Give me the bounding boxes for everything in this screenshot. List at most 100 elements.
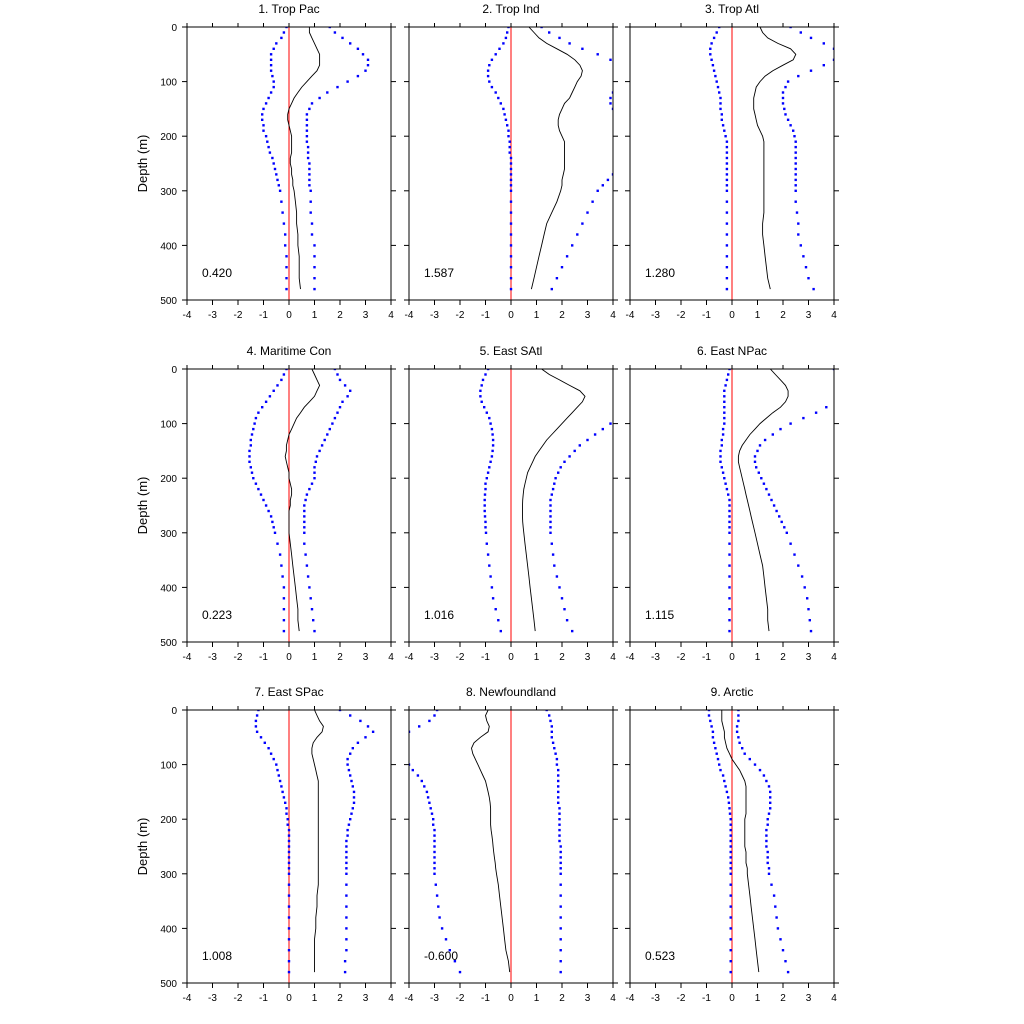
lower-bound-point: [485, 477, 488, 480]
panel-title: 4. Maritime Con: [247, 344, 332, 358]
lower-bound-point: [249, 444, 252, 447]
lower-bound-point: [435, 894, 439, 897]
upper-bound-point: [346, 834, 349, 837]
panel-title: 7. East SPac: [254, 685, 323, 699]
lower-bound-point: [254, 719, 258, 723]
x-tick-label: 0: [286, 310, 292, 321]
lower-bound-point: [428, 801, 431, 804]
upper-bound-point: [551, 487, 555, 491]
lower-bound-point: [721, 124, 725, 127]
upper-bound-point: [766, 818, 769, 821]
upper-bound-point: [557, 779, 560, 783]
upper-bound-point: [304, 498, 307, 502]
lower-bound-point: [725, 222, 729, 225]
upper-bound-point: [794, 151, 797, 154]
mean-profile-line: [471, 710, 511, 973]
lower-bound-point: [287, 905, 291, 908]
lower-bound-point: [721, 471, 725, 474]
y-tick-label: 300: [160, 870, 177, 881]
upper-bound-point: [308, 162, 311, 165]
upper-bound-point: [352, 796, 356, 799]
y-tick-label: 200: [160, 815, 177, 826]
x-tick-label: 3: [585, 652, 591, 663]
upper-bound-point: [558, 36, 561, 40]
lower-bound-point: [248, 460, 251, 463]
lower-bound-point: [285, 369, 288, 371]
upper-bound-point: [313, 255, 316, 258]
plot-area: [254, 710, 375, 974]
lower-bound-point: [725, 378, 729, 382]
x-tick-label: -2: [456, 310, 465, 321]
panel-annotation-value: 1.115: [645, 608, 674, 622]
lower-bound-point: [729, 818, 732, 821]
lower-bound-point: [725, 266, 729, 269]
lower-bound-point: [448, 949, 451, 952]
lower-bound-point: [728, 520, 731, 524]
lower-bound-point: [711, 736, 715, 739]
lower-bound-point: [707, 710, 711, 712]
lower-bound-point: [721, 427, 725, 431]
upper-bound-point: [832, 58, 834, 61]
upper-bound-point: [557, 796, 560, 799]
lower-bound-point: [502, 42, 505, 45]
lower-bound-point: [259, 736, 263, 739]
lower-bound-point: [728, 542, 731, 545]
upper-bound-point: [789, 27, 792, 29]
upper-bound-point: [797, 222, 800, 225]
upper-bound-point: [356, 47, 360, 50]
upper-bound-point: [558, 823, 561, 826]
lower-bound-point: [281, 211, 284, 214]
lower-bound-point: [509, 200, 513, 203]
mean-profile-line: [737, 369, 789, 632]
upper-bound-point: [609, 422, 612, 425]
lower-bound-point: [287, 834, 291, 837]
lower-bound-point: [458, 970, 462, 974]
upper-bound-point: [338, 710, 342, 712]
lower-bound-point: [489, 575, 492, 578]
lower-bound-point: [504, 36, 508, 40]
upper-bound-point: [753, 455, 757, 458]
lower-bound-point: [269, 58, 273, 61]
upper-bound-point: [350, 779, 353, 783]
upper-bound-point: [775, 509, 778, 513]
upper-bound-point: [762, 774, 766, 777]
lower-bound-point: [255, 714, 259, 717]
lower-bound-point: [426, 796, 430, 799]
upper-bound-point: [619, 86, 621, 88]
upper-bound-point: [328, 427, 331, 431]
upper-bound-point: [797, 564, 800, 567]
y-tick-label: 500: [160, 979, 177, 990]
upper-bound-point: [765, 845, 768, 848]
upper-bound-point: [559, 905, 562, 908]
upper-bound-point: [559, 883, 562, 886]
x-tick-label: -3: [430, 652, 439, 663]
upper-bound-point: [349, 42, 352, 45]
y-tick-label: 200: [160, 474, 177, 485]
x-tick-label: -1: [259, 652, 268, 663]
y-tick-label: 100: [160, 761, 177, 772]
lower-bound-point: [508, 145, 511, 149]
y-tick-label: 300: [160, 187, 177, 198]
upper-bound-point: [591, 200, 594, 203]
x-tick-label: 1: [755, 652, 761, 663]
upper-bound-point: [809, 36, 813, 40]
lower-bound-point: [420, 779, 423, 783]
upper-bound-point: [555, 575, 559, 578]
lower-bound-point: [479, 389, 482, 392]
lower-bound-point: [287, 839, 291, 843]
lower-bound-point: [281, 790, 284, 794]
upper-bound-point: [303, 504, 306, 507]
lower-bound-point: [509, 173, 513, 176]
x-tick-label: 3: [363, 993, 369, 1004]
lower-bound-point: [725, 189, 729, 192]
x-tick-label: -1: [702, 652, 711, 663]
lower-bound-point: [423, 785, 426, 788]
upper-bound-point: [794, 173, 797, 176]
lower-bound-point: [728, 807, 731, 810]
x-tick-label: 4: [610, 993, 616, 1004]
upper-bound-point: [789, 124, 792, 127]
upper-bound-point: [632, 384, 634, 386]
lower-bound-point: [725, 233, 729, 236]
y-tick-label: 100: [160, 420, 177, 431]
lower-bound-point: [723, 395, 726, 398]
